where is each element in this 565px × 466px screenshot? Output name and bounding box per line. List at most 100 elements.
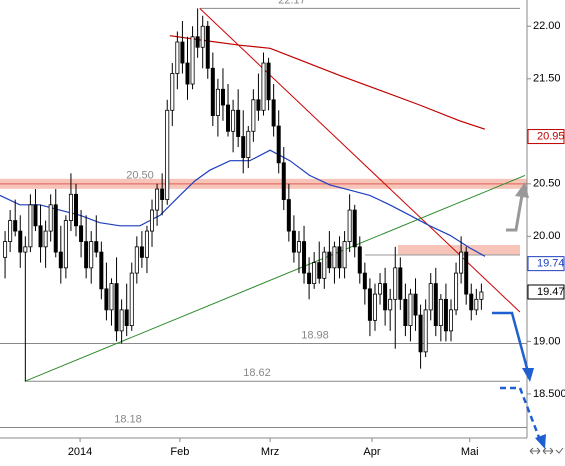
icon[interactable]: [555, 447, 564, 454]
candle-body: [357, 246, 362, 274]
candle-body: [74, 193, 79, 227]
candle-body: [367, 288, 372, 321]
candle-body: [160, 188, 165, 200]
arrow: [500, 386, 542, 441]
candle-body: [408, 293, 413, 327]
moving-average: [0, 149, 486, 257]
y-tick-label: 19.00: [533, 335, 561, 347]
candle-body: [418, 314, 423, 353]
candle-body: [281, 162, 286, 200]
trendline: [24, 174, 526, 382]
candle-body: [195, 36, 200, 48]
candle-body: [165, 109, 170, 200]
arrow: [492, 311, 530, 373]
candle-body: [256, 99, 261, 111]
candle-body: [286, 199, 291, 232]
candle-body: [109, 283, 114, 311]
candle-body: [428, 283, 433, 311]
candle-body: [474, 298, 479, 311]
candle-body: [200, 25, 205, 48]
price-box: [527, 284, 565, 300]
candle-body: [372, 293, 377, 321]
candle-body: [464, 251, 469, 295]
candle-body: [84, 241, 89, 269]
level-label: 18.18: [114, 413, 142, 425]
candle-body: [438, 298, 443, 327]
candle-body: [190, 36, 195, 85]
candle-body: [403, 298, 408, 327]
x-tick-label: Feb: [170, 446, 189, 458]
candle-body: [479, 291, 484, 300]
arrowhead: [535, 434, 546, 449]
y-tick-label: 18.500: [533, 388, 565, 400]
candle-body: [104, 288, 109, 311]
y-tick-label: 20.00: [533, 230, 561, 242]
candle-body: [246, 130, 251, 158]
candle-body: [271, 99, 276, 127]
price-box-label: 20.95: [537, 130, 565, 142]
candle-body: [114, 283, 119, 332]
y-tick-label: 22.00: [533, 20, 561, 32]
candle-body: [119, 309, 124, 332]
candle-body: [48, 204, 53, 232]
candle-body: [241, 136, 246, 158]
icon[interactable]: [529, 447, 541, 455]
arrowhead: [522, 368, 534, 382]
candle-body: [38, 225, 43, 248]
candle-body: [322, 251, 327, 279]
candle-body: [210, 67, 215, 116]
candle-body: [18, 230, 23, 253]
candle-body: [469, 293, 474, 311]
candle-body: [433, 283, 438, 327]
candle-body: [94, 241, 99, 253]
level-label: 18.62: [243, 367, 271, 379]
x-tick-label: 2014: [68, 446, 92, 458]
candle-body: [43, 230, 48, 248]
candle-body: [23, 246, 28, 253]
candle-body: [347, 209, 352, 242]
candle-body: [226, 104, 231, 132]
arrowhead: [515, 182, 529, 198]
price-box: [527, 256, 565, 272]
candle-body: [89, 241, 94, 269]
candle-body: [327, 251, 332, 269]
candle-body: [388, 298, 393, 311]
candle-body: [175, 41, 180, 74]
candle-body: [53, 204, 58, 253]
scroll-icons[interactable]: [529, 447, 564, 455]
candle-body: [362, 272, 367, 290]
x-tick-label: Mrz: [261, 446, 279, 458]
level-label: 20.50: [126, 170, 154, 182]
candle-body: [266, 62, 271, 101]
candle-body: [413, 293, 418, 316]
candle-body: [352, 209, 357, 248]
candle-body: [170, 73, 175, 111]
candle-body: [3, 241, 8, 258]
candle-body: [205, 25, 210, 69]
candle-body: [383, 283, 388, 311]
candle-body: [28, 204, 33, 248]
price-box: [527, 129, 565, 145]
candle-body: [302, 241, 307, 274]
candle-body: [134, 246, 139, 274]
candle-body: [317, 262, 322, 279]
candle-body: [398, 267, 403, 300]
icon[interactable]: [542, 447, 554, 455]
forecast-arrows: [492, 182, 546, 449]
candle-body: [144, 230, 149, 258]
candle-body: [68, 193, 73, 221]
candle-body: [296, 241, 301, 253]
price-box-label: 19.74: [537, 258, 565, 270]
candle-body: [215, 88, 220, 116]
candle-body: [423, 309, 428, 353]
candle-body: [378, 283, 383, 295]
y-tick-label: 21.50: [533, 73, 561, 85]
candle-body: [393, 267, 398, 300]
candle-body: [251, 99, 256, 132]
candle-body: [261, 62, 266, 111]
candle-body: [443, 298, 448, 332]
level-label: 22.17: [278, 0, 306, 6]
candle-body: [58, 251, 63, 269]
